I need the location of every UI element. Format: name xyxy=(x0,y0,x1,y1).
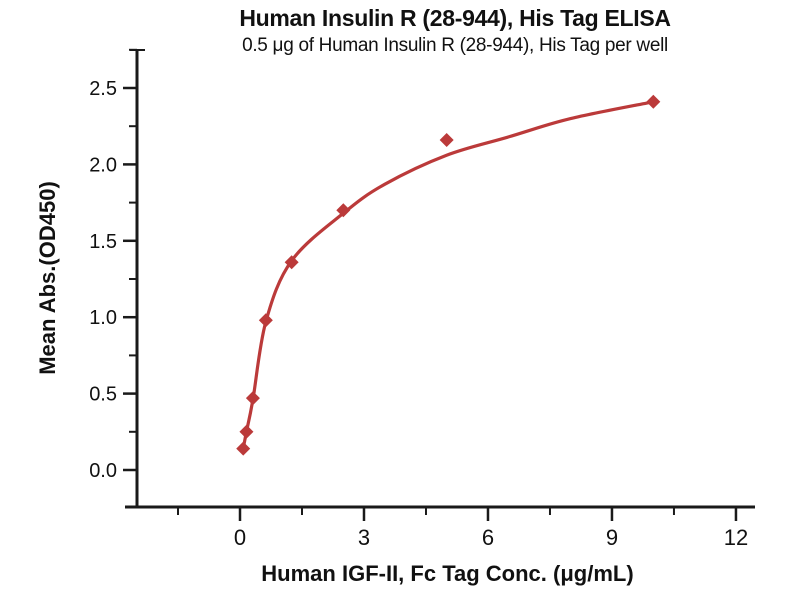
data-point-diamond xyxy=(336,203,351,218)
data-point-diamond xyxy=(284,255,299,270)
x-axis-label: Human IGF-II, Fc Tag Conc. (μg/mL) xyxy=(261,561,634,586)
y-tick-label: 2.0 xyxy=(89,154,117,176)
data-point-diamond xyxy=(245,391,260,406)
y-tick-label: 0.0 xyxy=(89,460,117,482)
data-point-diamond xyxy=(239,424,254,439)
fit-curve xyxy=(241,100,655,451)
data-point-diamond xyxy=(439,132,454,147)
y-tick-label: 1.5 xyxy=(89,231,117,253)
x-tick-label: 9 xyxy=(606,525,618,550)
x-tick-label: 3 xyxy=(358,525,370,550)
x-tick-label: 6 xyxy=(482,525,494,550)
y-tick-label: 0.5 xyxy=(89,384,117,406)
data-point-diamond xyxy=(646,94,661,109)
x-tick-label: 0 xyxy=(234,525,246,550)
data-point-diamond xyxy=(258,313,273,328)
y-tick-label: 1.0 xyxy=(89,307,117,329)
chart-title: Human Insulin R (28-944), His Tag ELISA xyxy=(239,5,671,31)
x-tick-label: 12 xyxy=(724,525,748,550)
y-tick-label: 2.5 xyxy=(89,78,117,100)
data-point-diamond xyxy=(236,441,251,456)
chart-subtitle: 0.5 μg of Human Insulin R (28-944), His … xyxy=(242,35,668,56)
